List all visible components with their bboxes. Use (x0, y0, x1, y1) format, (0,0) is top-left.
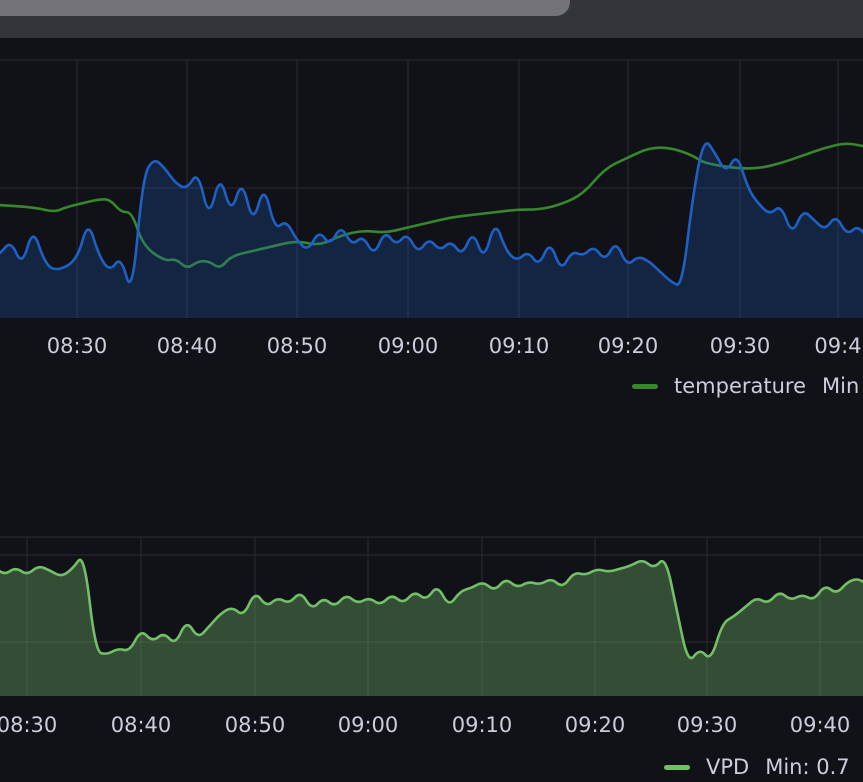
x-tick-label: 08:50 (225, 713, 286, 737)
vpd-legend-swatch (664, 764, 690, 770)
top-bar (0, 0, 863, 38)
x-tick-label: 08:40 (111, 713, 172, 737)
x-tick-label: 09:00 (338, 713, 399, 737)
x-tick-label: 09:00 (378, 334, 439, 358)
x-tick-label: 08:30 (0, 713, 57, 737)
temperature-chart: 08:30 08:40 08:50 09:00 09:10 09:20 09:30 09:4 (0, 59, 863, 358)
top-bar-tab (0, 0, 570, 16)
x-tick-label: 09:30 (677, 713, 738, 737)
x-tick-label: 09:30 (710, 334, 771, 358)
x-tick-label: 08:30 (47, 334, 108, 358)
x-tick-label: 08:50 (267, 334, 328, 358)
vpd-chart: 08:30 08:40 08:50 09:00 09:10 09:20 09:30 09:40 (0, 536, 863, 737)
temperature-legend[interactable]: temperature Min (632, 374, 859, 398)
x-tick-label: 09:40 (790, 713, 851, 737)
series-area-vpd (0, 559, 863, 696)
series-line-temperature (0, 142, 863, 269)
series-line-vpd (0, 558, 863, 660)
x-tick-label: 09:10 (452, 713, 513, 737)
temperature-legend-label: temperature (674, 374, 806, 398)
series-line-unnamed (0, 142, 863, 286)
vpd-legend-label: VPD (706, 755, 750, 779)
vpd-legend[interactable]: VPD Min: 0.7 (664, 755, 850, 779)
temperature-legend-swatch (632, 383, 658, 389)
x-tick-label: 09:4 (814, 334, 861, 358)
series-area-unnamed (0, 143, 863, 318)
x-tick-label: 09:20 (565, 713, 626, 737)
vpd-legend-stat: Min: 0.7 (765, 755, 850, 779)
temperature-legend-stat: Min (822, 374, 860, 398)
x-tick-label: 08:40 (157, 334, 218, 358)
x-tick-label: 09:10 (489, 334, 550, 358)
x-tick-label: 09:20 (598, 334, 659, 358)
vpd-panel: 08:30 08:40 08:50 09:00 09:10 09:20 09:30 09:40… (0, 420, 863, 782)
temperature-panel: 08:30 08:40 08:50 09:00 09:10 09:20 09:30 09:4 … (0, 38, 863, 416)
